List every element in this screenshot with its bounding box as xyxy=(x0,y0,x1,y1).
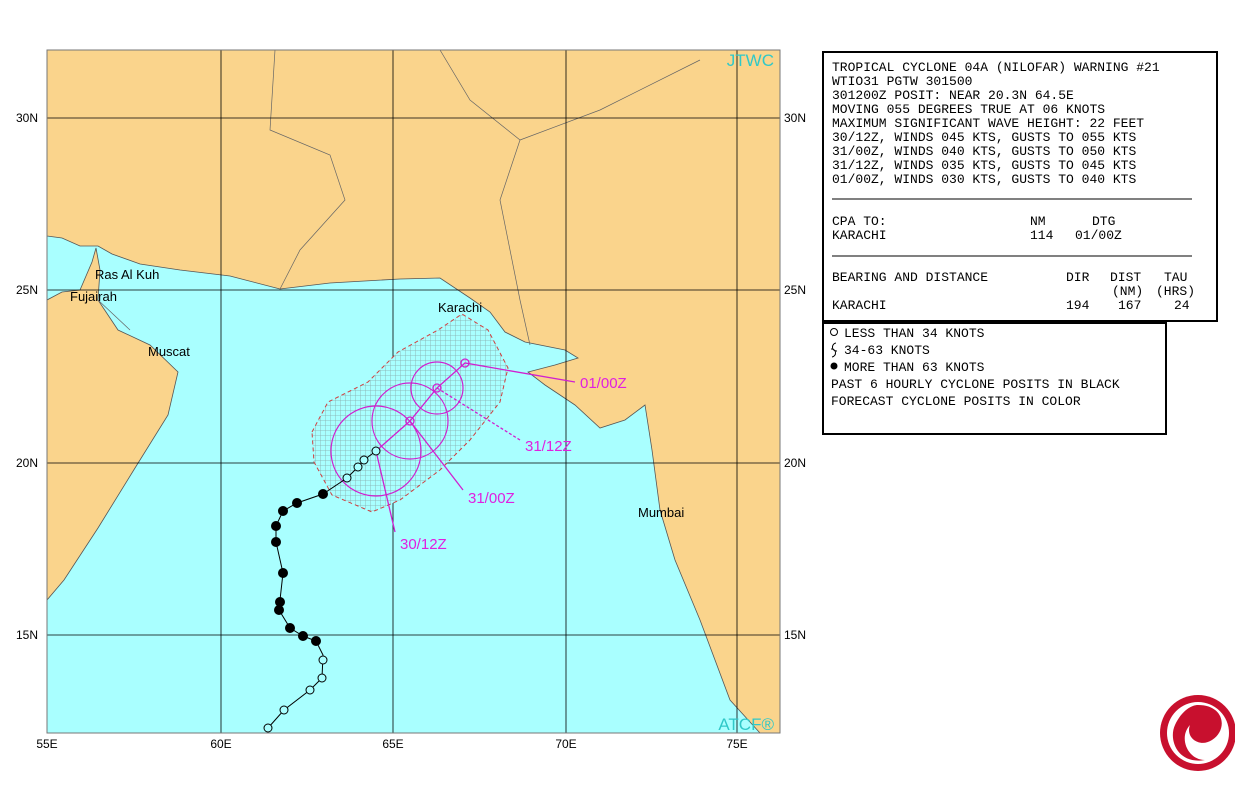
place-label: Muscat xyxy=(148,344,190,359)
legend-text: PAST 6 HOURLY CYCLONE POSITS IN BLACK xyxy=(831,377,1120,392)
cpa-header: DTG xyxy=(1092,214,1115,229)
lon-label: 60E xyxy=(210,737,231,751)
lat-label: 20N xyxy=(784,456,806,470)
bearing-cell: 24 xyxy=(1174,298,1190,313)
warning-line: WTIO31 PGTW 301500 xyxy=(832,74,972,89)
warning-line: 31/00Z, WINDS 040 KTS, GUSTS TO 050 KTS xyxy=(832,144,1136,159)
bearing-cell: 194 xyxy=(1066,298,1090,313)
warning-line: 30/12Z, WINDS 045 KTS, GUSTS TO 055 KTS xyxy=(832,130,1136,145)
warning-lines: TROPICAL CYCLONE 04A (NILOFAR) WARNING #… xyxy=(832,60,1160,187)
logo-swirl xyxy=(1172,705,1222,761)
past-track xyxy=(263,446,381,733)
logo xyxy=(1160,695,1235,771)
place-labels: Ras Al Kuh Fujairah Muscat Karachi Mumba… xyxy=(70,267,684,520)
cpa-cell: KARACHI xyxy=(832,228,887,243)
forecast-label: 31/00Z xyxy=(468,490,515,507)
place-label: Mumbai xyxy=(638,505,684,520)
lat-label: 20N xyxy=(16,456,38,470)
source-label: ATCF® xyxy=(718,715,774,734)
warning-line: 01/00Z, WINDS 030 KTS, GUSTS TO 040 KTS xyxy=(832,172,1136,187)
forecast-label: 30/12Z xyxy=(400,536,447,553)
agency-label: JTWC xyxy=(727,51,774,70)
lon-label: 75E xyxy=(726,737,747,751)
forecast-labels: 01/00Z 31/12Z 31/00Z 30/12Z xyxy=(400,375,627,553)
wind-radii xyxy=(330,361,464,497)
legend-symbol xyxy=(830,362,838,370)
legend-text: FORECAST CYCLONE POSITS IN COLOR xyxy=(831,394,1081,409)
bearing-cell: 167 xyxy=(1118,298,1141,313)
bearing-unit: (HRS) xyxy=(1156,284,1195,299)
cpa-header: NM xyxy=(1030,214,1046,229)
bearing-header: DIST xyxy=(1110,270,1141,285)
lon-labels: 55E 60E 65E 70E 75E xyxy=(36,737,747,751)
warning-line: TROPICAL CYCLONE 04A (NILOFAR) WARNING #… xyxy=(832,60,1160,75)
cpa-cell: 01/00Z xyxy=(1075,228,1122,243)
legend-symbol xyxy=(830,342,838,358)
forecast-label: 31/12Z xyxy=(525,438,572,455)
lon-label: 70E xyxy=(555,737,576,751)
legend-symbol xyxy=(830,328,838,336)
grid xyxy=(47,50,780,733)
place-label: Ras Al Kuh xyxy=(95,267,159,282)
lat-labels: 30N 25N 20N 15N 30N 25N 20N 15N xyxy=(16,111,806,642)
land-arabia xyxy=(47,247,179,601)
lat-label: 25N xyxy=(784,283,806,297)
lat-label: 15N xyxy=(16,628,38,642)
lat-label: 15N xyxy=(784,628,806,642)
lat-label: 25N xyxy=(16,283,38,297)
warning-frame xyxy=(822,51,1218,322)
borders xyxy=(97,50,701,346)
land-north xyxy=(47,50,780,733)
warning-box: TROPICAL CYCLONE 04A (NILOFAR) WARNING #… xyxy=(822,51,1218,322)
cpa-header: CPA TO: xyxy=(832,214,887,229)
bearing-unit: (NM) xyxy=(1112,284,1143,299)
bearing-cell: KARACHI xyxy=(832,298,887,313)
place-label: Karachi xyxy=(438,300,482,315)
lat-label: 30N xyxy=(16,111,38,125)
warning-line: 31/12Z, WINDS 035 KTS, GUSTS TO 045 KTS xyxy=(832,158,1136,173)
map-frame xyxy=(46,49,781,734)
warning-line: MOVING 055 DEGREES TRUE AT 06 KNOTS xyxy=(832,102,1105,117)
map xyxy=(47,50,780,733)
bearing-header: BEARING AND DISTANCE xyxy=(832,270,988,285)
place-label: Fujairah xyxy=(70,289,117,304)
forecast-track xyxy=(375,358,576,533)
lon-label: 65E xyxy=(382,737,403,751)
legend-text: 34-63 KNOTS xyxy=(844,343,930,358)
cpa-cell: 114 xyxy=(1030,228,1054,243)
warning-line: MAXIMUM SIGNIFICANT WAVE HEIGHT: 22 FEET xyxy=(832,116,1144,131)
legend-frame xyxy=(822,322,1167,435)
lat-label: 30N xyxy=(784,111,806,125)
bearing-header: DIR xyxy=(1066,270,1090,285)
warning-line: 301200Z POSIT: NEAR 20.3N 64.5E xyxy=(832,88,1074,103)
lon-label: 55E xyxy=(36,737,57,751)
legend-text: MORE THAN 63 KNOTS xyxy=(844,360,985,375)
legend-text: LESS THAN 34 KNOTS xyxy=(844,326,985,341)
forecast-label: 01/00Z xyxy=(580,375,627,392)
legend-box: LESS THAN 34 KNOTS 34-63 KNOTS MORE THAN… xyxy=(822,322,1167,435)
bearing-header: TAU xyxy=(1164,270,1187,285)
